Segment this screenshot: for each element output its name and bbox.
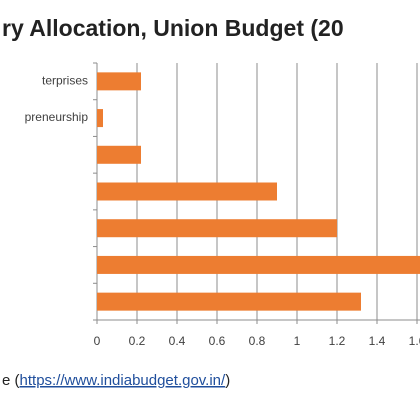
bar [97, 292, 361, 311]
source-note: e (https://www.indiabudget.gov.in/) [2, 372, 230, 389]
x-tick-label: 1.4 [369, 334, 386, 348]
bar [97, 145, 141, 164]
x-tick-label: 1.6 [409, 334, 420, 348]
x-tick-label: 0.4 [169, 334, 186, 348]
bar [97, 72, 141, 91]
x-tick-label: 1 [294, 334, 301, 348]
source-link[interactable]: https://www.indiabudget.gov.in/ [20, 372, 227, 389]
bar [97, 219, 337, 238]
y-tick-label: preneurship [25, 110, 89, 124]
source-suffix: ) [225, 372, 230, 389]
x-tick-label: 0.6 [209, 334, 226, 348]
source-prefix: e ( [2, 372, 20, 389]
bar [97, 109, 103, 128]
x-tick-label: 1.2 [329, 334, 346, 348]
x-tick-label: 0.2 [129, 334, 146, 348]
x-tick-label: 0 [94, 334, 101, 348]
x-tick-label: 0.8 [249, 334, 266, 348]
chart-title: ry Allocation, Union Budget (20 [2, 15, 344, 41]
y-tick-label: terprises [42, 74, 88, 88]
bar [97, 255, 420, 274]
bar [97, 182, 277, 201]
